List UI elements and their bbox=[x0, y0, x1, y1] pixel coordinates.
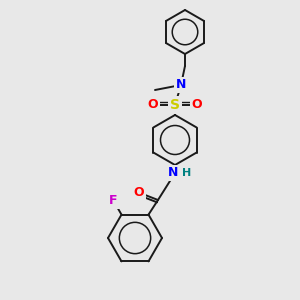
Text: H: H bbox=[182, 168, 191, 178]
Text: N: N bbox=[168, 167, 178, 179]
Text: S: S bbox=[170, 98, 180, 112]
Text: O: O bbox=[134, 187, 144, 200]
Text: O: O bbox=[148, 98, 158, 112]
Text: N: N bbox=[176, 79, 186, 92]
Text: F: F bbox=[109, 194, 118, 207]
Text: O: O bbox=[192, 98, 202, 112]
